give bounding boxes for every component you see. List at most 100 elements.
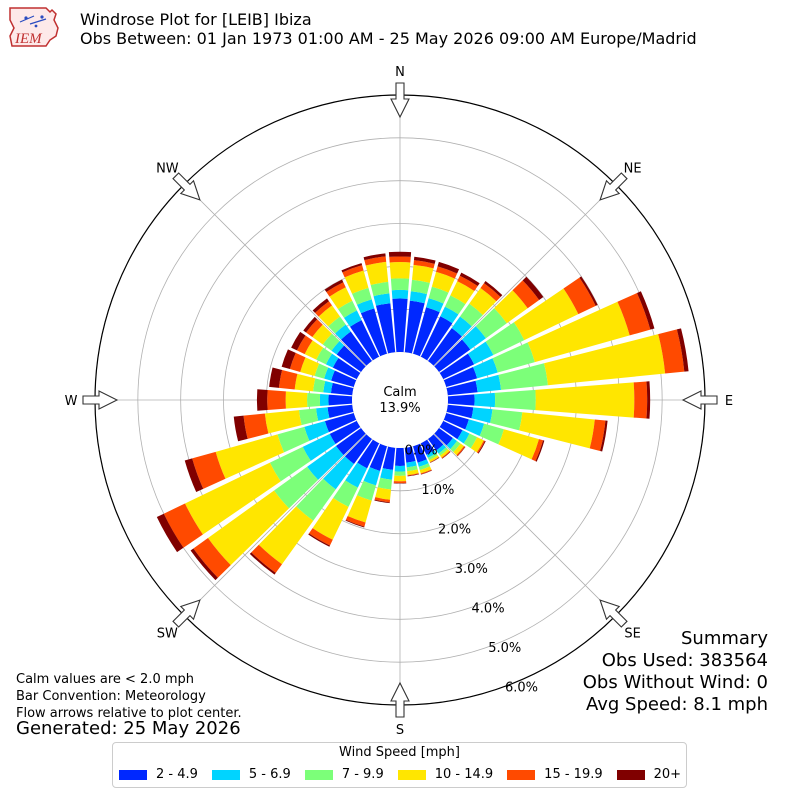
bar-segment [374,499,390,504]
bar-segment [258,506,314,565]
bar-segment [513,288,579,341]
bar-segment [329,287,353,310]
bar-segment [430,457,440,463]
generated-date: Generated: 25 May 2026 [16,718,241,739]
flow-arrow [390,82,410,119]
bar-segment [364,256,387,266]
bar-segment [443,412,469,430]
bar-segment [465,419,485,436]
iem-logo: IEM [6,6,62,50]
bar-segment [600,420,608,452]
bar-segment [392,298,408,353]
bar-segment [407,469,419,476]
bar-segment [312,498,349,540]
bar-segment [470,437,484,453]
bar-segment [442,451,451,459]
bar-segment [307,446,344,480]
cardinal-label: NW [156,161,179,176]
bar-segment [274,466,319,509]
radial-tick-label: 0.0% [405,444,438,459]
bar-segment [303,316,318,333]
bar-segment [365,261,389,286]
bar-segment [389,262,411,279]
bar-segment [498,429,539,460]
bar-segment [360,308,388,357]
calm-value: 13.9% [379,401,420,416]
legend-swatch [397,769,426,780]
legend-label: 7 - 9.9 [341,767,384,782]
bar-segment [394,465,406,472]
bar-segment [490,409,523,431]
bar-segment [312,324,332,345]
cardinal-label: SW [157,627,178,642]
bar-segment [363,253,386,261]
cardinal-label: NE [624,161,642,176]
legend-label: 10 - 14.9 [434,767,494,782]
bar-segment [373,293,391,306]
bar-segment [461,326,486,350]
bar-segment [325,353,339,368]
bar-segment [444,295,466,315]
bar-segment [406,465,418,472]
bar-segment [460,303,483,327]
bar-segment [457,446,466,457]
bar-segment [326,282,346,297]
chart-subtitle: Obs Between: 01 Jan 1973 01:00 AM - 25 M… [80,29,697,48]
bar-segment [447,394,475,406]
bar-segment [347,495,372,523]
legend-swatch [507,769,536,780]
bar-segment [646,381,651,419]
bar-segment [289,352,306,372]
radial-tick-label: 1.0% [421,483,454,498]
legend-item: 7 - 9.9 [304,767,384,782]
bar-segment [327,404,354,418]
bar-segment [269,446,311,482]
bar-segment [474,392,496,408]
bar-segment [406,461,417,468]
bar-segment [357,439,380,469]
bar-segment [315,301,332,317]
legend-item: 5 - 6.9 [211,767,291,782]
bar-segment [476,440,485,454]
bar-segment [363,467,381,486]
bar-segment [420,316,453,361]
bar-segment [374,497,391,503]
bar-segment [438,447,448,456]
bar-segment [341,331,372,366]
radial-tick-label: 4.0% [472,601,505,616]
bar-segment [278,369,298,390]
bar-segment [589,419,606,452]
bar-segment [312,298,329,313]
bar-segment [313,378,326,393]
flow-arrow [681,390,718,410]
bar-segment [350,320,380,361]
bar-segment [418,463,430,471]
legend-items: 2 - 4.9 5 - 6.9 7 - 9.9 10 - 14.9 15 - 19.9 2… [119,767,695,782]
cardinal-label: W [65,394,78,409]
bar-segment [437,261,460,274]
bar-segment [535,382,635,418]
bar-segment [264,410,302,434]
bar-segment [331,370,357,388]
summary-avg-speed: Avg Speed: 8.1 mph [586,694,768,715]
radial-tick-label: 3.0% [455,562,488,577]
bar-segment [412,307,440,357]
bar-segment [163,503,203,548]
bar-segment [426,450,437,458]
bar-segment [156,513,184,553]
flow-arrow [390,681,410,718]
bar-segment [494,290,528,324]
bar-segment [658,329,685,374]
bar-segment [498,363,548,390]
bar-segment [411,264,434,283]
bar-segment [446,404,474,419]
bar-segment [456,446,466,456]
bar-segment [443,367,478,388]
bar-segment [531,439,544,462]
bar-segment [233,415,248,442]
bar-segment [302,433,336,461]
legend-item: 2 - 4.9 [119,767,198,782]
flow-arrow [172,599,201,628]
bar-segment [335,428,366,456]
bar-segment [389,256,411,263]
